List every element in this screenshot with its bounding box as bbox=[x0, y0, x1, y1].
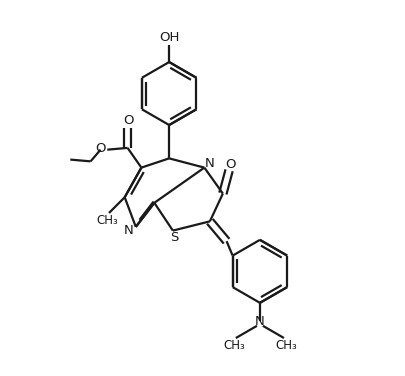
Text: CH₃: CH₃ bbox=[96, 214, 118, 227]
Text: S: S bbox=[171, 231, 179, 244]
Text: N: N bbox=[124, 224, 133, 237]
Text: CH₃: CH₃ bbox=[223, 339, 245, 352]
Text: O: O bbox=[95, 143, 106, 155]
Text: O: O bbox=[226, 158, 236, 171]
Text: OH: OH bbox=[159, 32, 179, 44]
Text: N: N bbox=[255, 315, 265, 328]
Text: O: O bbox=[123, 114, 134, 127]
Text: N: N bbox=[205, 157, 215, 170]
Text: CH₃: CH₃ bbox=[275, 339, 297, 352]
